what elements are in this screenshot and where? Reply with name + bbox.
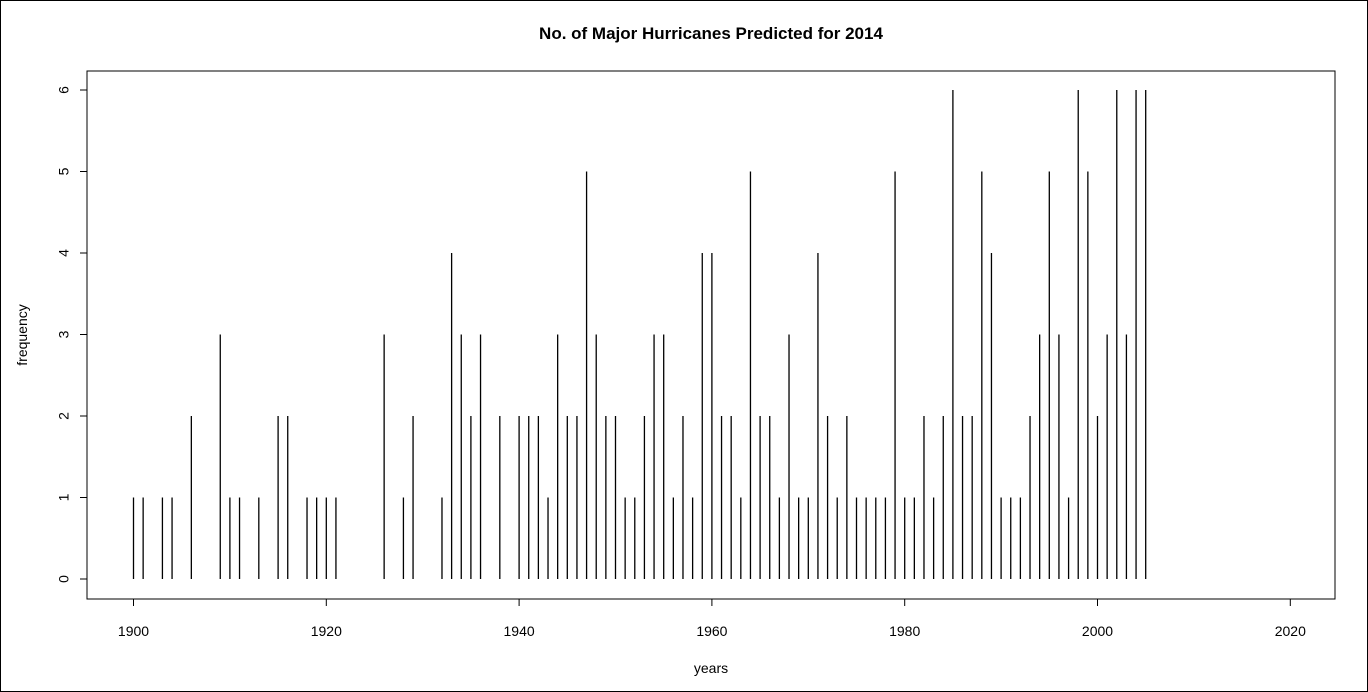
x-tick-label: 1920 xyxy=(311,623,342,639)
y-tick-label: 3 xyxy=(56,330,72,338)
y-tick-label: 0 xyxy=(56,575,72,583)
y-tick-label: 4 xyxy=(56,249,72,257)
spike-bars xyxy=(132,90,1147,579)
y-tick-label: 1 xyxy=(56,493,72,501)
y-axis: 0 1 2 3 4 5 6 xyxy=(56,86,88,583)
x-tick-label: 2000 xyxy=(1082,623,1113,639)
x-tick-label: 1960 xyxy=(696,623,727,639)
plot-area xyxy=(86,70,1336,600)
x-axis: 1900 1920 1940 1960 1980 2000 2020 xyxy=(118,598,1306,639)
chart-title: No. of Major Hurricanes Predicted for 20… xyxy=(539,24,883,43)
x-tick-label: 1980 xyxy=(889,623,920,639)
y-tick-label: 6 xyxy=(56,86,72,94)
x-axis-label: years xyxy=(694,660,728,676)
y-tick-label: 5 xyxy=(56,167,72,175)
x-tick-label: 1900 xyxy=(118,623,149,639)
x-tick-label: 2020 xyxy=(1275,623,1306,639)
x-tick-label: 1940 xyxy=(504,623,535,639)
y-tick-label: 2 xyxy=(56,412,72,420)
y-axis-label: frequency xyxy=(14,304,30,365)
